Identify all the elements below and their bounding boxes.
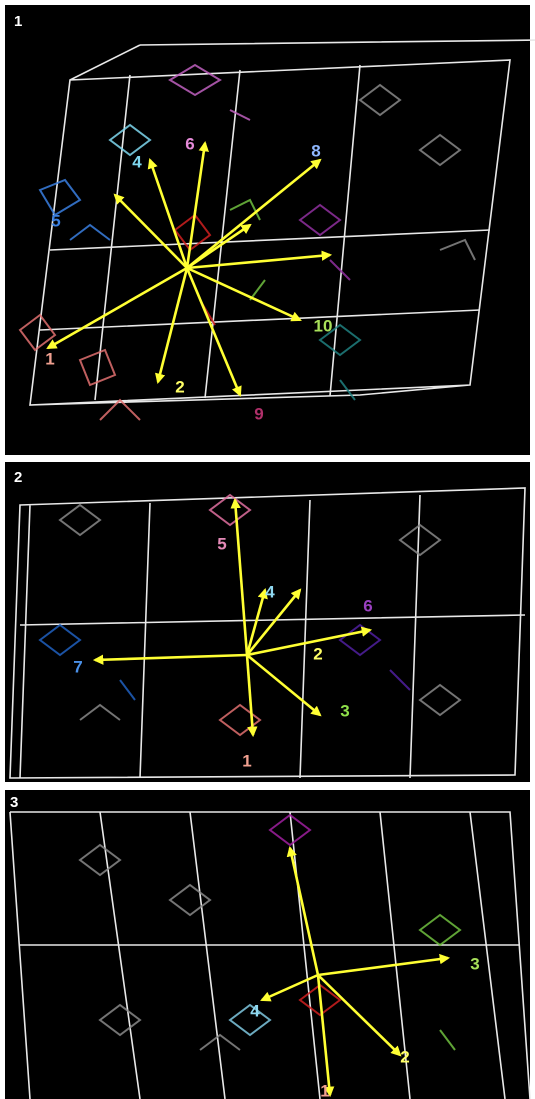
vector-label: 3	[340, 701, 349, 720]
vector-label: 1	[320, 1081, 329, 1099]
panel-label: 2	[14, 469, 22, 486]
vector-label: 2	[175, 377, 184, 396]
vector-label: 4	[132, 152, 142, 171]
vector-label: 5	[51, 211, 60, 230]
vector-label: 2	[400, 1047, 409, 1066]
vector-label: 10	[314, 316, 333, 335]
panel-background	[5, 462, 530, 782]
vector-label: 4	[265, 582, 275, 601]
vector-label: 1	[45, 349, 54, 368]
vector-label: 7	[73, 657, 82, 676]
figure: 1 4 6 8 5 1 2 9 10 2 5 4 6 2 7 3 1 3 4 3…	[0, 0, 535, 1099]
panel-label: 1	[14, 13, 22, 30]
vector-label: 2	[313, 644, 322, 663]
vector-label: 9	[254, 404, 263, 423]
panel-label: 3	[10, 794, 18, 811]
vector-label: 6	[363, 596, 372, 615]
vector-label: 8	[311, 141, 320, 160]
vector-label: 3	[470, 954, 479, 973]
vector-label: 5	[217, 534, 226, 553]
vector-label: 1	[242, 751, 251, 770]
vector-label: 4	[250, 1001, 260, 1020]
vector-label: 6	[185, 134, 194, 153]
